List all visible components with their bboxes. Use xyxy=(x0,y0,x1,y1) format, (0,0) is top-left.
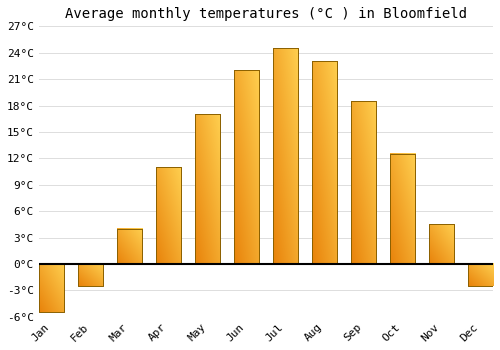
Bar xyxy=(195,114,220,264)
Title: Average monthly temperatures (°C ) in Bloomfield: Average monthly temperatures (°C ) in Bl… xyxy=(65,7,467,21)
Bar xyxy=(428,224,454,264)
Bar xyxy=(312,62,337,264)
Bar xyxy=(350,101,376,264)
Bar xyxy=(428,224,454,264)
Bar xyxy=(78,264,103,286)
Bar xyxy=(312,62,337,264)
Bar xyxy=(117,229,142,264)
Bar xyxy=(39,264,64,313)
Bar xyxy=(273,48,298,264)
Bar xyxy=(117,229,142,264)
Bar xyxy=(156,167,181,264)
Bar xyxy=(156,167,181,264)
Bar xyxy=(390,154,415,264)
Bar xyxy=(78,264,103,286)
Bar xyxy=(273,48,298,264)
Bar xyxy=(468,264,493,286)
Bar xyxy=(39,264,64,313)
Bar xyxy=(390,154,415,264)
Bar xyxy=(195,114,220,264)
Bar xyxy=(234,70,259,264)
Bar xyxy=(350,101,376,264)
Bar xyxy=(234,70,259,264)
Bar xyxy=(468,264,493,286)
